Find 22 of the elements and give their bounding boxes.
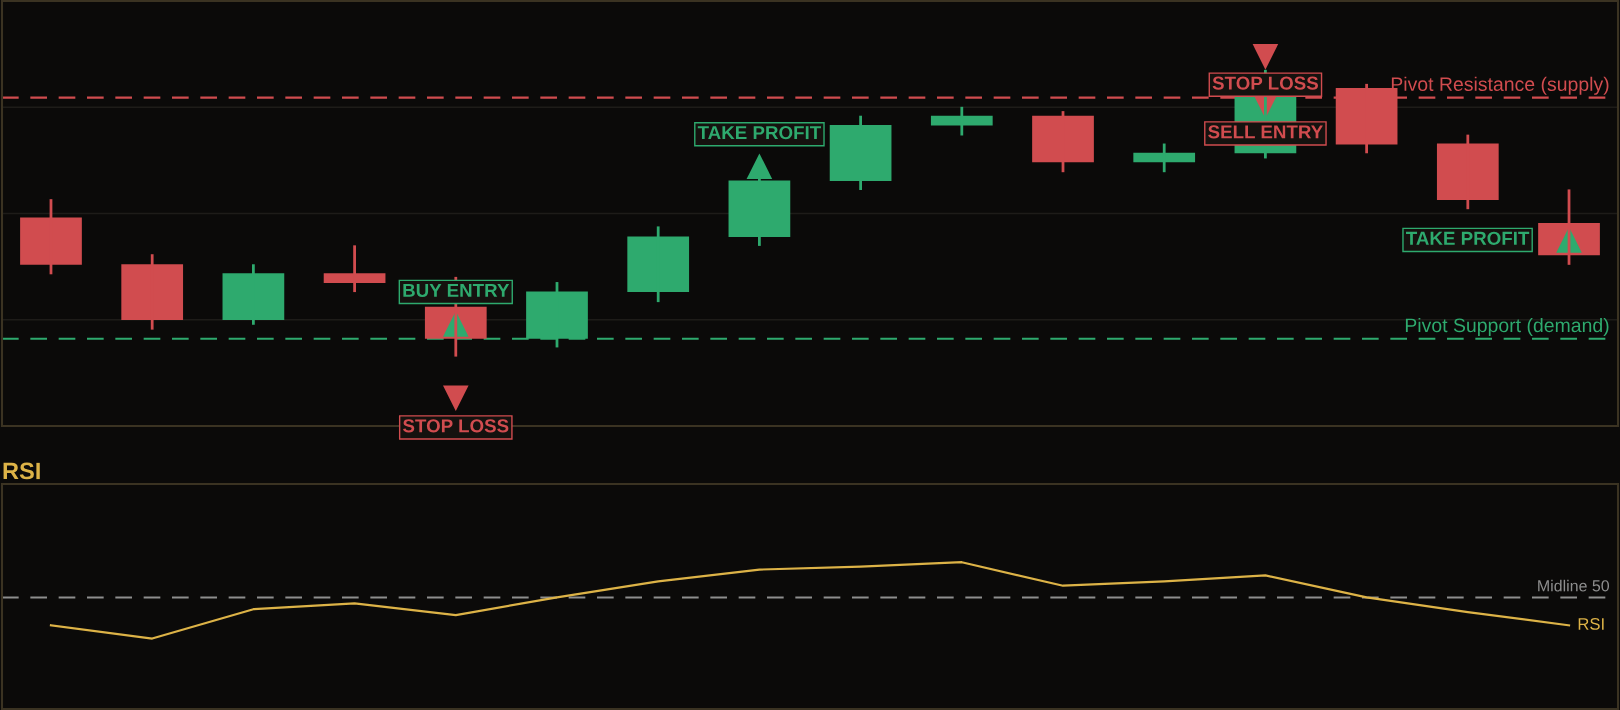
candlestick	[20, 197, 82, 276]
annotation: SELL ENTRY	[1208, 125, 1323, 139]
annotation: STOP LOSS	[1212, 76, 1319, 90]
candlestick	[1032, 109, 1094, 174]
ref-line-label: Midline 50	[1538, 579, 1610, 592]
annotation: BUY ENTRY	[403, 283, 510, 297]
text: STOP LOSS	[403, 419, 509, 433]
series-label: RSI	[1578, 618, 1604, 630]
candlestick	[1133, 142, 1196, 174]
candlestick	[829, 114, 892, 192]
candlestick	[1436, 133, 1499, 211]
candlestick	[222, 262, 285, 327]
candlestick	[627, 225, 690, 304]
candlestick	[121, 252, 184, 332]
annotation: TAKE PROFIT	[697, 125, 822, 140]
point	[746, 153, 773, 179]
ref-line-label: Pivot Support (demand)	[1405, 317, 1609, 337]
chart-title: RSI	[3, 462, 40, 480]
ref-line-label: Pivot Resistance (supply)	[1391, 76, 1609, 95]
point	[1252, 44, 1279, 70]
annotation: TAKE PROFIT	[1405, 231, 1530, 245]
candlestick	[323, 243, 386, 294]
